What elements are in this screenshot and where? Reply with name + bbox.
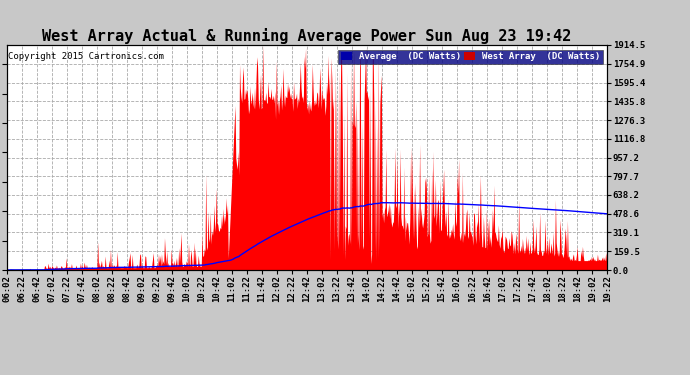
Legend: Average  (DC Watts), West Array  (DC Watts): Average (DC Watts), West Array (DC Watts…	[338, 50, 602, 64]
Title: West Array Actual & Running Average Power Sun Aug 23 19:42: West Array Actual & Running Average Powe…	[42, 28, 572, 44]
Text: Copyright 2015 Cartronics.com: Copyright 2015 Cartronics.com	[8, 52, 164, 61]
